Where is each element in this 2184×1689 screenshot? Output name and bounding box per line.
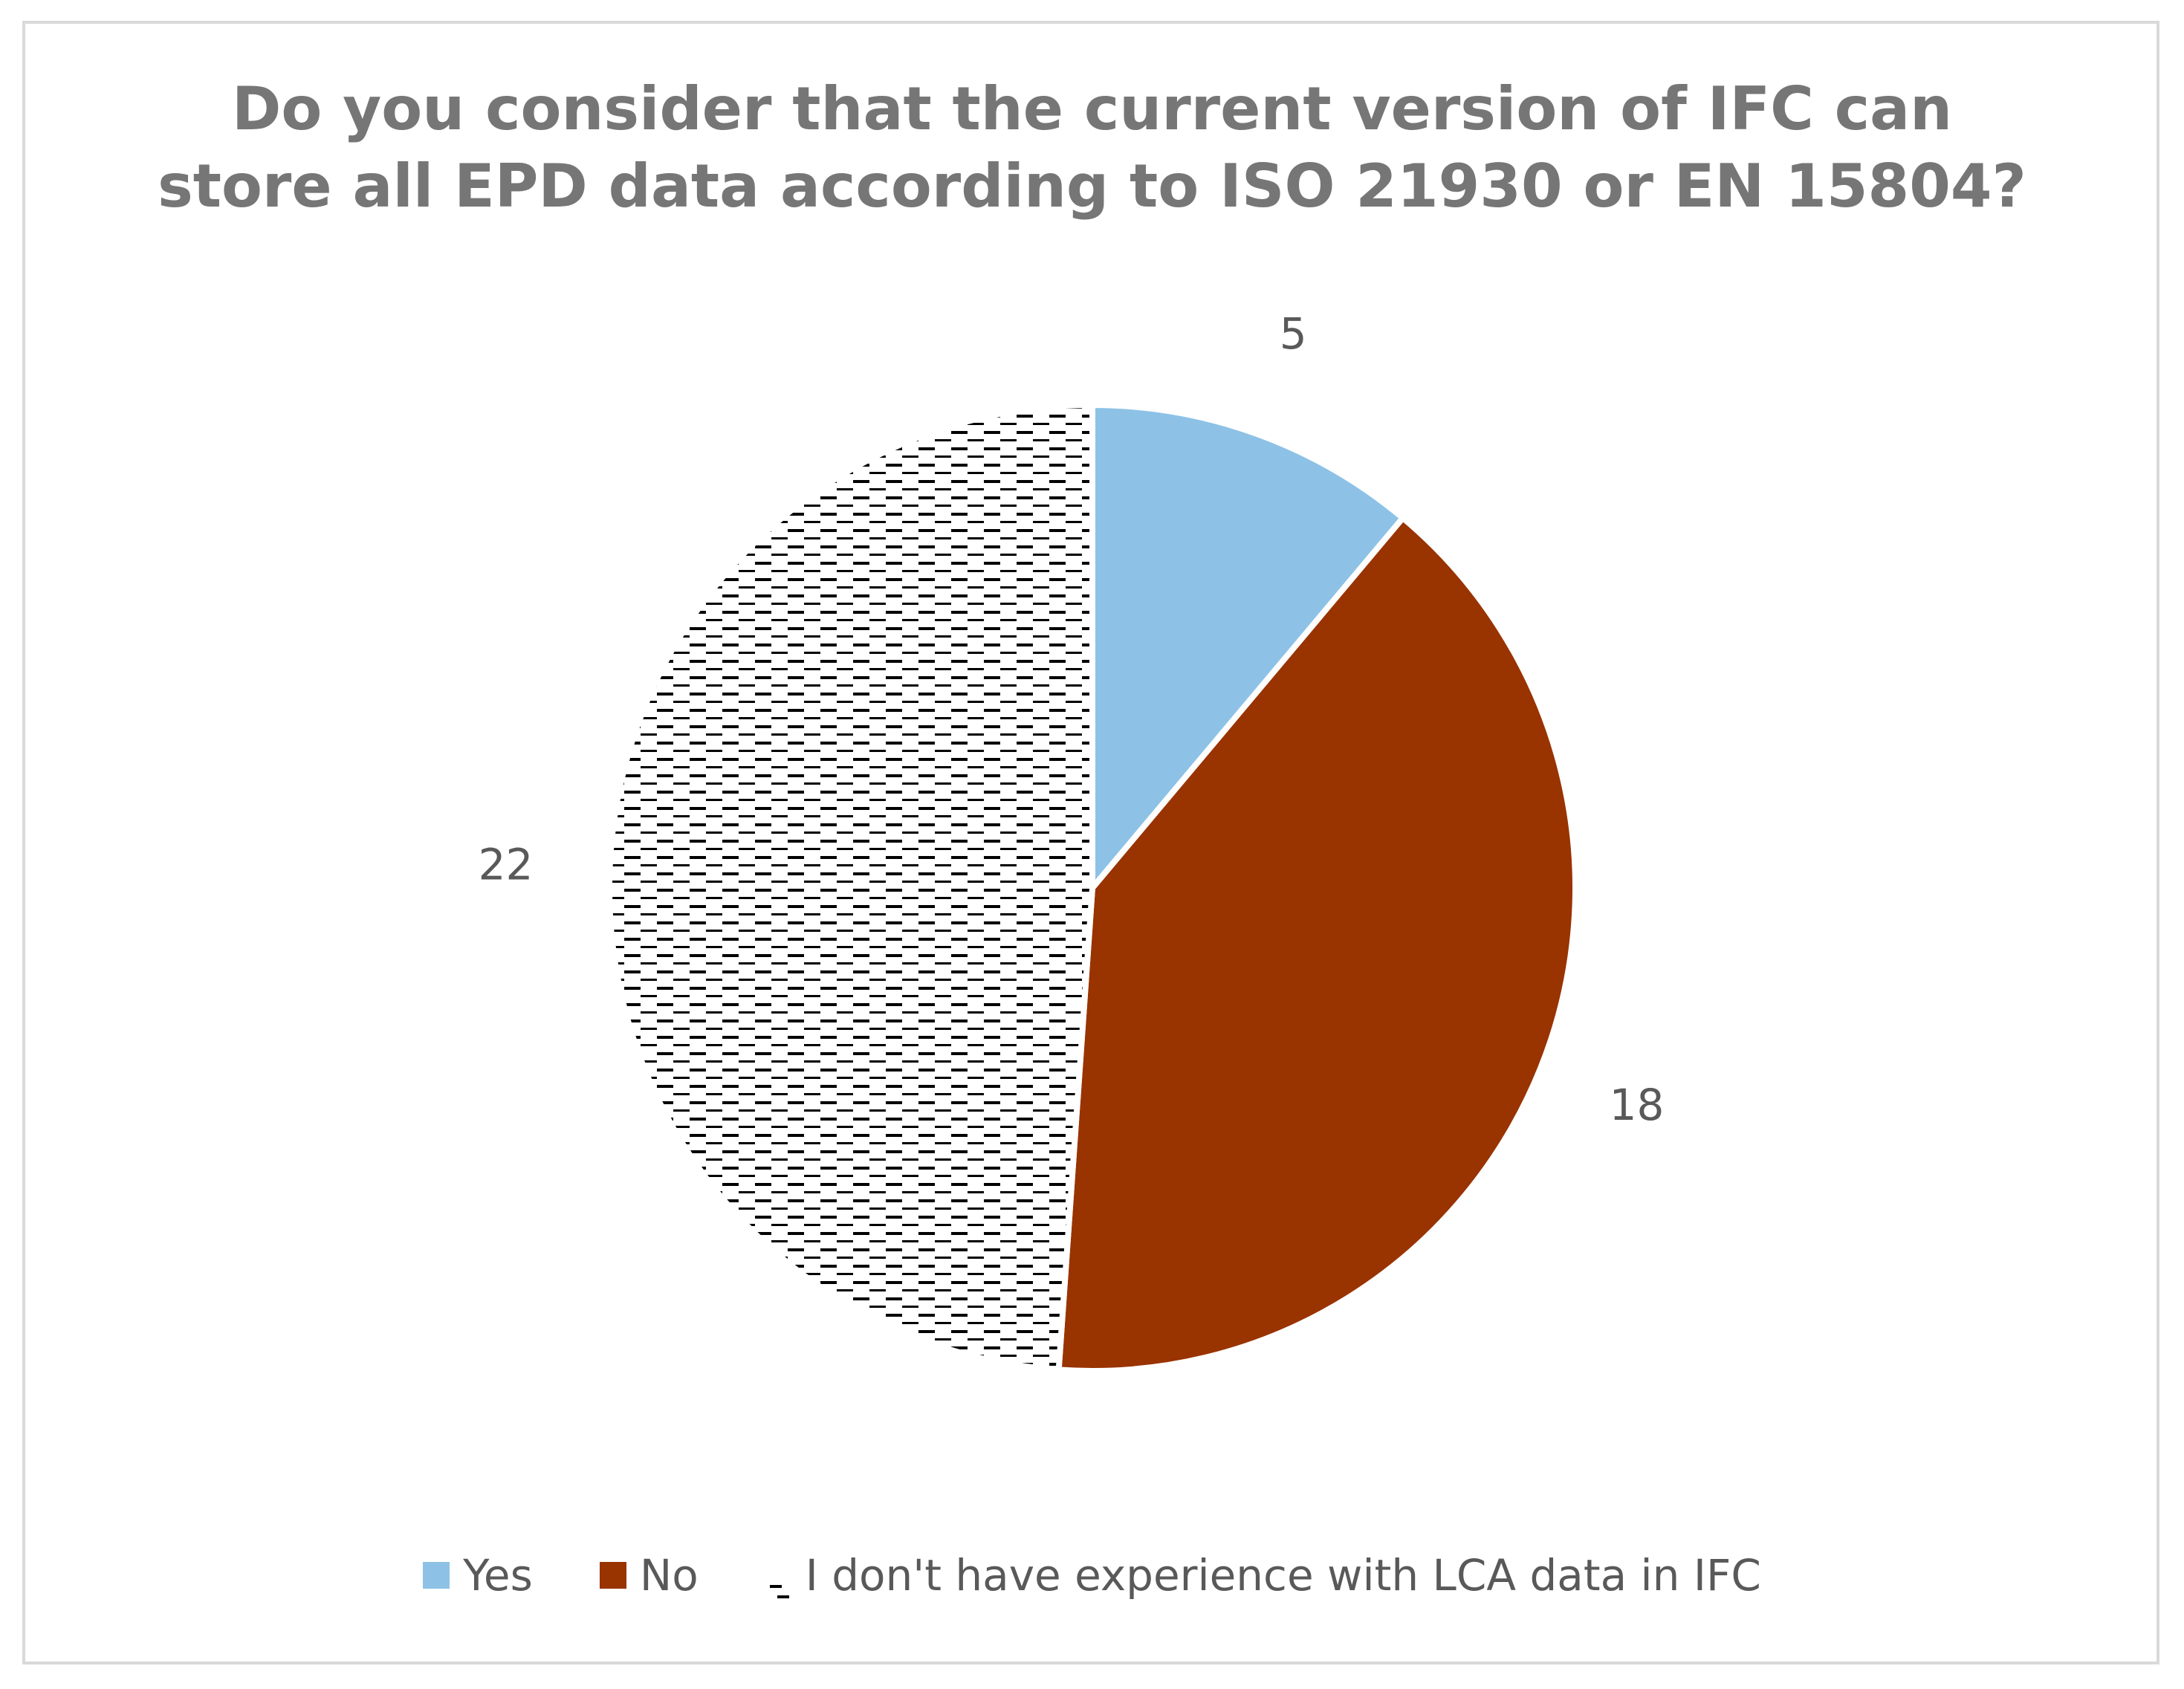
legend-label-0: Yes bbox=[463, 1550, 533, 1601]
legend-swatch-0 bbox=[423, 1562, 450, 1589]
data-label-2: 22 bbox=[479, 840, 534, 890]
legend-label-2: I don't have experience with LCA data in… bbox=[805, 1550, 1761, 1601]
chart-title: Do you consider that the current version… bbox=[0, 71, 2184, 225]
pie-slice-2 bbox=[606, 402, 1095, 1373]
chart-title-line-1: Do you consider that the current version… bbox=[231, 74, 1953, 143]
legend-swatch-2 bbox=[765, 1562, 792, 1598]
legend-item-0: Yes bbox=[423, 1549, 533, 1601]
pie-slice-1 bbox=[1055, 515, 1578, 1374]
pie-slices bbox=[606, 402, 1578, 1374]
pie-data-labels: 5 18 22 bbox=[479, 308, 1665, 1130]
legend-swatch-1 bbox=[599, 1562, 626, 1589]
data-label-0: 5 bbox=[1280, 308, 1307, 359]
data-label-1: 18 bbox=[1610, 1080, 1665, 1130]
legend-item-1: No bbox=[599, 1549, 699, 1601]
pie-slice-0 bbox=[1089, 402, 1406, 891]
legend-label-1: No bbox=[639, 1550, 699, 1601]
chart-title-line-2: store all EPD data according to ISO 2193… bbox=[158, 152, 2026, 221]
legend-item-2: I don't have experience with LCA data in… bbox=[765, 1549, 1761, 1601]
legend: Yes No I don't have experience with LCA da… bbox=[0, 1549, 2184, 1601]
